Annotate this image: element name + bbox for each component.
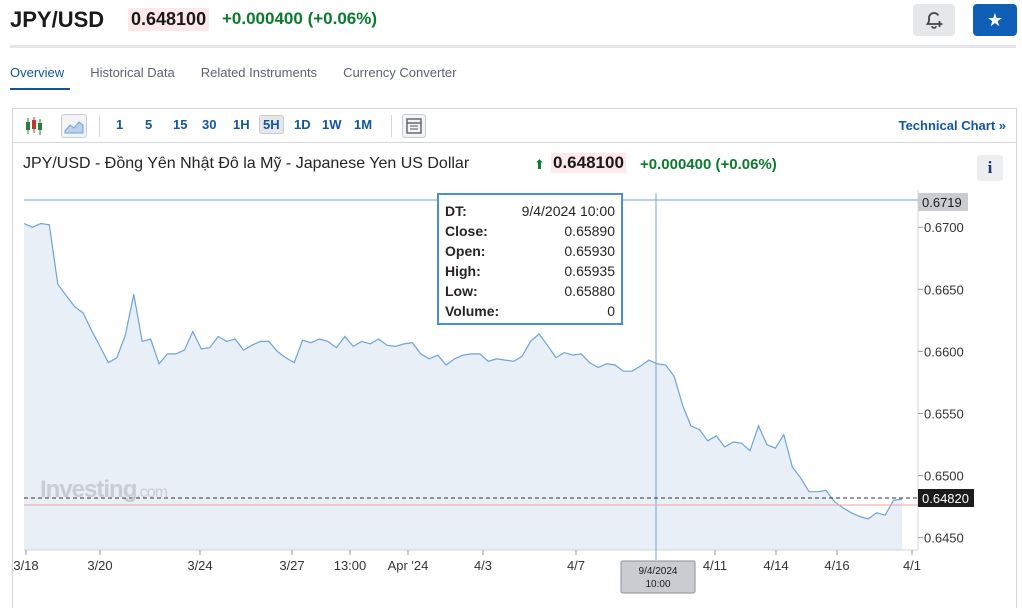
chart-panel: 1 5 15 30 1H 5H 1D 1W 1M Technical Chart…: [12, 108, 1017, 608]
instrument-change: +0.000400 (+0.06%): [222, 9, 377, 29]
tooltip-row: High: 0.65935: [445, 261, 615, 281]
x-tick-label: 3/18: [13, 558, 38, 573]
area-chart-button[interactable]: [61, 114, 87, 138]
star-icon: ★: [986, 9, 1004, 30]
x-tick-label: 4/3: [474, 558, 492, 573]
add-alert-button[interactable]: [913, 4, 955, 36]
tooltip-key: DT:: [445, 203, 467, 219]
layout-button[interactable]: [402, 114, 426, 138]
x-tick-label: 3/20: [87, 558, 112, 573]
crosshair-date-label: 9/4/2024: [639, 566, 678, 577]
y-tick-label: 0.6550: [924, 406, 964, 421]
interval-15[interactable]: 15: [173, 117, 188, 132]
tooltip-row: Volume: 0: [445, 301, 615, 321]
tooltip-row: Low: 0.65880: [445, 281, 615, 301]
technical-chart-link[interactable]: Technical Chart »: [898, 118, 1006, 133]
x-tick-label: 4/1: [903, 558, 921, 573]
y-tick-label: 0.6700: [924, 220, 964, 235]
chart-title: JPY/USD - Đồng Yên Nhật Đô la Mỹ - Japan…: [23, 155, 470, 172]
y-tick-label: 0.6500: [924, 469, 964, 484]
tooltip-row: Close: 0.65890: [445, 221, 615, 241]
x-tick-label: 4/14: [763, 558, 788, 573]
x-tick-label: Apr '24: [388, 558, 429, 573]
tab-overview[interactable]: Overview: [10, 65, 65, 80]
y-tick-label: 0.6650: [924, 282, 964, 297]
change-value: +0.000400: [222, 9, 303, 28]
tooltip-value: 0.65880: [564, 283, 615, 299]
tooltip-value: 9/4/2024 10:00: [521, 203, 615, 219]
tab-currency-converter[interactable]: Currency Converter: [343, 65, 457, 80]
candlestick-chart-icon[interactable]: [23, 115, 45, 137]
x-tick-label: 4/7: [567, 558, 585, 573]
last-price-label: 0.64820: [922, 491, 969, 506]
tooltip-key: Open:: [445, 243, 486, 259]
change-percent: (+0.06%): [307, 9, 378, 28]
tooltip-key: High:: [445, 263, 481, 279]
tooltip-row: Open: 0.65930: [445, 241, 615, 261]
chart-change-value: +0.000400: [640, 156, 712, 173]
instrument-tabs: Overview Historical Data Related Instrum…: [10, 65, 457, 85]
x-tick-label: 13:00: [334, 558, 367, 573]
chart-toolbar: 1 5 15 30 1H 5H 1D 1W 1M Technical Chart…: [13, 109, 1016, 143]
price-area: [24, 223, 902, 550]
tooltip-value: 0.65890: [564, 223, 615, 239]
tooltip-key: Volume:: [445, 303, 500, 319]
bell-plus-icon: [925, 12, 943, 29]
crosshair-value-label: 0.6719: [922, 195, 962, 210]
logo-suffix: .com: [136, 484, 168, 501]
last-price-box: [918, 489, 974, 507]
instrument-header: JPY/USD 0.648100 +0.000400 (+0.06%) ★: [0, 0, 1022, 46]
arrow-up-icon: ⬆: [534, 157, 545, 172]
area-chart-icon: [64, 121, 84, 134]
x-tick-label: 3/27: [279, 558, 304, 573]
crosshair-time-label: 10:00: [645, 579, 670, 590]
interval-1d[interactable]: 1D: [294, 117, 311, 132]
interval-30[interactable]: 30: [202, 117, 217, 132]
x-tick-label: 4/16: [824, 558, 849, 573]
interval-5[interactable]: 5: [145, 117, 153, 132]
interval-1m[interactable]: 1M: [354, 117, 373, 132]
tab-related-instruments[interactable]: Related Instruments: [200, 65, 318, 80]
crosshair-value-box: [918, 193, 968, 211]
layout-icon: [406, 118, 422, 134]
chart-change-percent: (+0.06%): [715, 156, 777, 173]
toolbar-divider: [391, 115, 392, 137]
tooltip-row: DT: 9/4/2024 10:00: [445, 201, 615, 221]
y-tick-label: 0.6600: [924, 344, 964, 359]
interval-1[interactable]: 1: [116, 117, 124, 132]
active-tab-underline: [10, 88, 70, 90]
y-tick-label: 0.6450: [924, 531, 964, 546]
toolbar-divider: [99, 115, 100, 137]
instrument-price: 0.648100: [128, 8, 210, 31]
interval-5h[interactable]: 5H: [259, 115, 284, 134]
x-tick-label: 3/24: [187, 558, 212, 573]
interval-1h[interactable]: 1H: [233, 117, 250, 132]
info-button[interactable]: i: [977, 155, 1003, 181]
tooltip-value: 0.65930: [564, 243, 615, 259]
chart-change: +0.000400 (+0.06%): [640, 156, 777, 173]
tooltip-key: Close:: [445, 223, 488, 239]
investing-logo: Investing.com: [40, 476, 168, 504]
logo-main: Investing: [40, 476, 137, 503]
chart-price: 0.648100: [551, 153, 626, 173]
data-tooltip: DT: 9/4/2024 10:00 Close: 0.65890 Open: 0.659…: [437, 193, 623, 325]
instrument-symbol: JPY/USD: [10, 7, 105, 32]
tooltip-value: 0.65935: [564, 263, 615, 279]
x-tick-label: 4/11: [703, 558, 727, 573]
tooltip-key: Low:: [445, 283, 478, 299]
add-to-watchlist-button[interactable]: ★: [973, 4, 1017, 36]
price-line: [23, 222, 903, 520]
crosshair-date-box: [620, 560, 696, 594]
tooltip-value: 0: [607, 303, 615, 319]
tab-historical-data[interactable]: Historical Data: [90, 65, 175, 80]
interval-1w[interactable]: 1W: [322, 117, 342, 132]
header-divider: [10, 45, 1016, 48]
